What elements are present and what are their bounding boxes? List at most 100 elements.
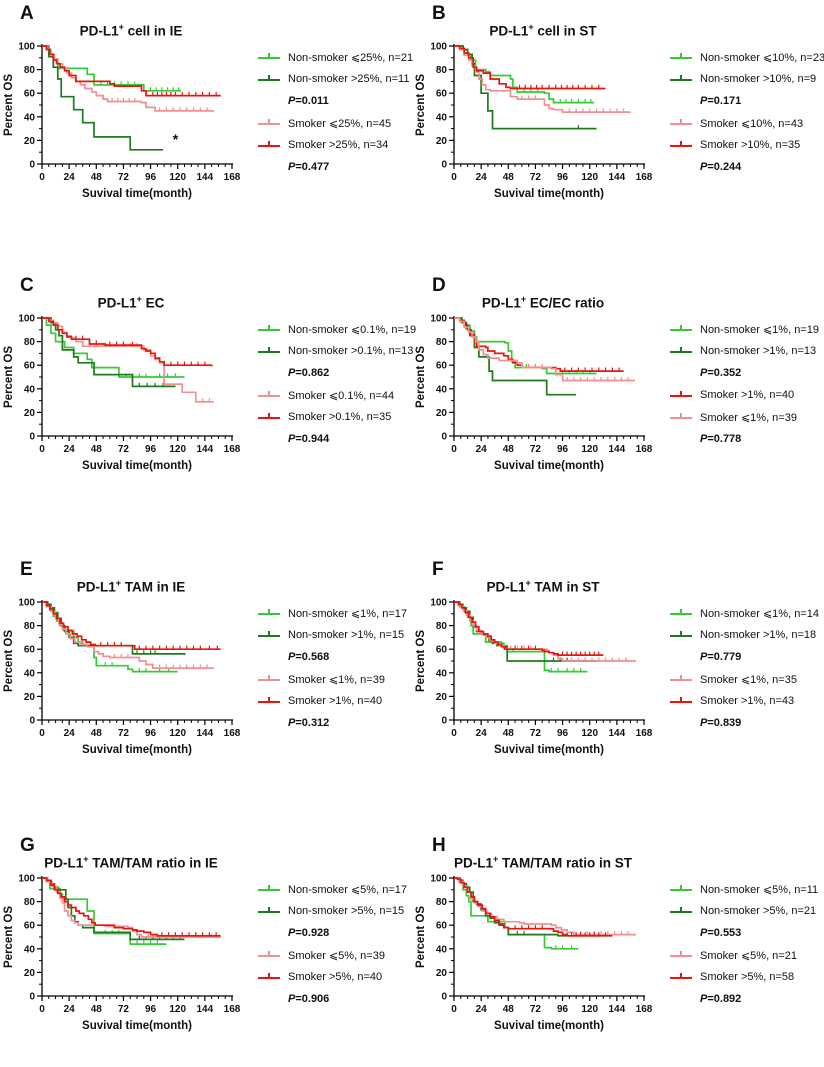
panel-title: PD-L1+ TAM in IE: [76, 578, 186, 595]
svg-text:Suvival time(month): Suvival time(month): [494, 188, 604, 200]
panel-letter: A: [20, 3, 35, 24]
svg-text:Percent OS: Percent OS: [415, 74, 427, 136]
series-marker-icon: [258, 608, 280, 618]
legend-label: Smoker >1%, n=40: [288, 695, 383, 707]
series-marker-icon: [258, 412, 280, 422]
svg-text:Percent OS: Percent OS: [3, 74, 15, 136]
svg-text:24: 24: [476, 1004, 488, 1015]
svg-text:Suvival time(month): Suvival time(month): [494, 1020, 604, 1032]
svg-text:168: 168: [636, 1004, 653, 1015]
svg-text:60: 60: [436, 89, 448, 100]
p-value: P =0.944: [288, 433, 330, 445]
p-value: P =0.477: [288, 161, 330, 173]
svg-text:168: 168: [224, 444, 241, 455]
legend-label: Non-smoker ⩽0.1%, n=19: [288, 323, 417, 336]
svg-text:100: 100: [430, 598, 447, 609]
p-value: P =0.928: [288, 927, 330, 939]
svg-text:80: 80: [24, 621, 36, 632]
title-superscript: +: [118, 22, 124, 32]
series-marker-icon: [670, 630, 692, 640]
legend-label: Non-smoker ⩽25%, n=21: [288, 51, 414, 64]
panel-letter: F: [432, 559, 445, 580]
legend-label: Non-smoker ⩽1%, n=19: [700, 323, 819, 336]
svg-text:20: 20: [24, 692, 36, 703]
svg-text:60: 60: [24, 645, 36, 656]
panel-title: PD-L1+ cell in IE: [79, 22, 183, 39]
legend-item: Non-smoker >5%, n=15: [258, 900, 407, 922]
legend-label: Smoker >5%, n=40: [288, 971, 383, 983]
legend-item: Non-smoker ⩽1%, n=19: [670, 318, 819, 340]
legend-label: Non-smoker ⩽10%, n=23: [700, 51, 824, 64]
km-plot-d: 0 20 40 60 80 100 0 24 48 72 96 120 144 168 Suvival ti…: [415, 314, 653, 473]
legend: Non-smoker ⩽1%, n=19 Non-smoker >1%, n=1…: [670, 318, 819, 450]
svg-text:20: 20: [436, 692, 448, 703]
legend-label: Smoker ⩽5%, n=21: [700, 949, 797, 962]
svg-text:Suvival time(month): Suvival time(month): [82, 188, 192, 200]
svg-text:24: 24: [64, 1004, 76, 1015]
p-value: P =0.011: [288, 95, 329, 107]
svg-text:120: 120: [581, 172, 598, 183]
legend-item: Non-smoker >1%, n=15: [258, 624, 407, 646]
panel-letter: B: [432, 3, 447, 24]
series-marker-icon: [670, 412, 692, 422]
svg-text:48: 48: [503, 728, 515, 739]
svg-text:60: 60: [24, 921, 36, 932]
legend-label: Smoker >5%, n=58: [700, 971, 795, 983]
svg-text:48: 48: [503, 1004, 515, 1015]
svg-text:Percent OS: Percent OS: [415, 630, 427, 692]
svg-text:72: 72: [118, 728, 130, 739]
legend-label: Non-smoker ⩽1%, n=17: [288, 607, 407, 620]
legend-item: Smoker >1%, n=43: [670, 690, 819, 712]
svg-text:40: 40: [436, 384, 448, 395]
svg-text:168: 168: [636, 728, 653, 739]
series-marker-icon: [670, 696, 692, 706]
legend-item: Smoker >5%, n=40: [258, 966, 407, 988]
series-marker-icon: [670, 346, 692, 356]
legend-label: Smoker ⩽1%, n=39: [288, 673, 385, 686]
series-marker-icon: [670, 118, 692, 128]
svg-text:60: 60: [436, 645, 448, 656]
legend-item: Smoker ⩽1%, n=39: [670, 406, 819, 428]
svg-text:40: 40: [24, 384, 36, 395]
legend-item: Smoker ⩽5%, n=39: [258, 944, 407, 966]
series-marker-icon: [258, 390, 280, 400]
svg-text:*: *: [173, 131, 179, 147]
legend-label: Smoker ⩽25%, n=45: [288, 117, 392, 130]
svg-text:0: 0: [29, 992, 35, 1003]
p-value: P =0.906: [288, 993, 330, 1005]
svg-text:80: 80: [24, 65, 36, 76]
legend-label: Smoker >1%, n=43: [700, 695, 795, 707]
panel-e: E PD-L1+ TAM in IE 0 20 40 60 80 100 0 24 48 72 96…: [0, 556, 412, 832]
legend: Non-smoker ⩽1%, n=17 Non-smoker >1%, n=1…: [258, 602, 407, 734]
svg-text:24: 24: [476, 444, 488, 455]
series-marker-icon: [670, 674, 692, 684]
svg-text:60: 60: [24, 89, 36, 100]
legend-item: Smoker ⩽0.1%, n=44: [258, 384, 416, 406]
svg-text:0: 0: [39, 444, 45, 455]
legend: Non-smoker ⩽0.1%, n=19 Non-smoker >0.1%,…: [258, 318, 416, 450]
svg-text:40: 40: [24, 668, 36, 679]
series-marker-icon: [258, 884, 280, 894]
legend-item: Smoker >0.1%, n=35: [258, 406, 416, 428]
svg-text:20: 20: [436, 968, 448, 979]
svg-text:120: 120: [169, 444, 186, 455]
svg-text:0: 0: [451, 728, 457, 739]
svg-text:48: 48: [503, 444, 515, 455]
svg-text:24: 24: [64, 444, 76, 455]
legend-item: Non-smoker ⩽5%, n=11: [670, 878, 818, 900]
panel-title: PD-L1+ TAM/TAM ratio in IE: [44, 854, 218, 871]
svg-text:144: 144: [197, 444, 214, 455]
svg-text:100: 100: [18, 874, 35, 885]
legend-item: Non-smoker >5%, n=21: [670, 900, 818, 922]
legend-item: Non-smoker ⩽5%, n=17: [258, 878, 407, 900]
svg-text:60: 60: [436, 361, 448, 372]
svg-text:80: 80: [436, 897, 448, 908]
svg-text:0: 0: [441, 716, 447, 727]
legend-label: Non-smoker ⩽5%, n=11: [700, 883, 819, 896]
svg-text:100: 100: [18, 598, 35, 609]
svg-text:20: 20: [436, 408, 448, 419]
svg-text:40: 40: [436, 112, 448, 123]
svg-text:24: 24: [476, 728, 488, 739]
p-value: P =0.839: [700, 717, 742, 729]
